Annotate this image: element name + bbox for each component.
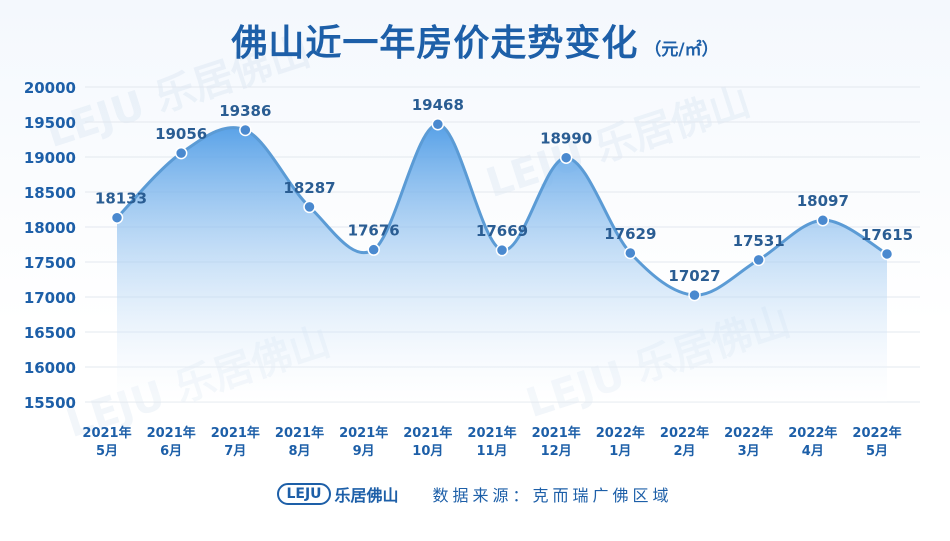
y-tick-label: 19000	[24, 149, 76, 167]
data-label: 18990	[540, 130, 592, 148]
data-label: 17615	[861, 226, 913, 244]
brand-name: 乐居佛山	[334, 486, 399, 505]
x-tick-label: 2021年	[275, 425, 324, 441]
data-label: 18133	[95, 190, 147, 208]
footer: LEJU 乐居佛山 数据来源：克而瑞广佛区域	[0, 482, 950, 506]
x-tick-label: 2021年	[339, 425, 388, 441]
data-point	[110, 211, 124, 224]
x-tick-label: 2022年	[660, 425, 709, 441]
data-label: 17531	[733, 232, 785, 250]
data-label: 17027	[668, 267, 720, 285]
x-tick-label: 3月	[738, 444, 760, 459]
data-points	[110, 117, 894, 302]
x-tick-label: 8月	[288, 444, 310, 459]
x-tick-label: 4月	[802, 444, 824, 459]
data-point	[431, 117, 445, 131]
y-tick-label: 16000	[24, 359, 76, 377]
x-tick-label: 2021年	[403, 425, 452, 441]
data-point	[559, 151, 573, 164]
y-axis-ticks: 15500 16000 16500 17000 17500 18000 18500 19000…	[24, 79, 76, 412]
x-tick-label: 9月	[353, 444, 375, 459]
title-bar: 佛山近一年房价走势变化 （元/㎡）	[0, 14, 950, 66]
x-tick-label: 2月	[673, 444, 695, 459]
series-line	[115, 122, 888, 297]
x-tick-label: 10月	[412, 444, 443, 459]
data-point	[495, 243, 509, 257]
x-axis-ticks: 2021年 5月 2021年 6月 2021年 7月 2021年 8月 2021年 9月 2021年…	[82, 425, 901, 459]
data-source: 数据来源：克而瑞广佛区域	[432, 486, 673, 505]
data-label: 19468	[412, 96, 464, 114]
y-tick-label: 15500	[24, 394, 76, 412]
x-tick-label: 2021年	[532, 425, 581, 441]
y-tick-label: 18000	[24, 219, 76, 237]
data-label: 17676	[348, 222, 400, 240]
y-tick-label: 16500	[24, 324, 76, 342]
data-label: 19386	[219, 102, 271, 120]
x-tick-label: 6月	[160, 444, 182, 459]
x-tick-label: 2022年	[788, 425, 837, 441]
data-label: 17669	[476, 222, 528, 240]
data-point	[174, 146, 188, 160]
y-tick-label: 17500	[24, 254, 76, 272]
data-labels: 18133 19056 19386 18287 17676 19468 17669 18990…	[95, 96, 913, 285]
y-tick-label: 19500	[24, 114, 76, 132]
x-tick-label: 5月	[96, 444, 118, 459]
x-tick-label: 12月	[541, 444, 572, 459]
data-label: 17629	[604, 225, 656, 243]
data-point	[752, 253, 765, 267]
x-tick-label: 2022年	[852, 425, 901, 441]
x-tick-label: 2022年	[724, 425, 773, 441]
x-tick-label: 2021年	[467, 425, 516, 441]
x-tick-label: 5月	[866, 444, 888, 459]
unit-label: （元/㎡）	[644, 40, 719, 60]
data-point	[239, 123, 252, 137]
data-label: 19056	[155, 125, 207, 143]
x-tick-label: 1月	[609, 444, 631, 459]
y-tick-label: 20000	[24, 79, 76, 97]
x-tick-label: 2021年	[211, 425, 260, 441]
x-tick-label: 7月	[224, 444, 246, 459]
area-series	[115, 122, 888, 402]
data-point	[303, 200, 316, 214]
x-tick-label: 2021年	[147, 425, 196, 441]
area-fill	[117, 124, 887, 402]
leju-logo: LEJU	[277, 483, 331, 505]
data-label: 18097	[797, 192, 849, 210]
y-tick-label: 18500	[24, 184, 76, 202]
chart-title: 佛山近一年房价走势变化	[231, 23, 639, 64]
x-tick-label: 2022年	[596, 425, 645, 441]
y-tick-label: 17000	[24, 289, 76, 307]
data-label: 18287	[283, 179, 335, 197]
data-point	[367, 243, 380, 256]
data-point	[624, 246, 637, 260]
data-point	[816, 213, 830, 227]
x-tick-label: 2021年	[82, 425, 131, 441]
data-point	[688, 288, 701, 302]
x-tick-label: 11月	[476, 444, 507, 459]
data-point	[880, 247, 894, 261]
